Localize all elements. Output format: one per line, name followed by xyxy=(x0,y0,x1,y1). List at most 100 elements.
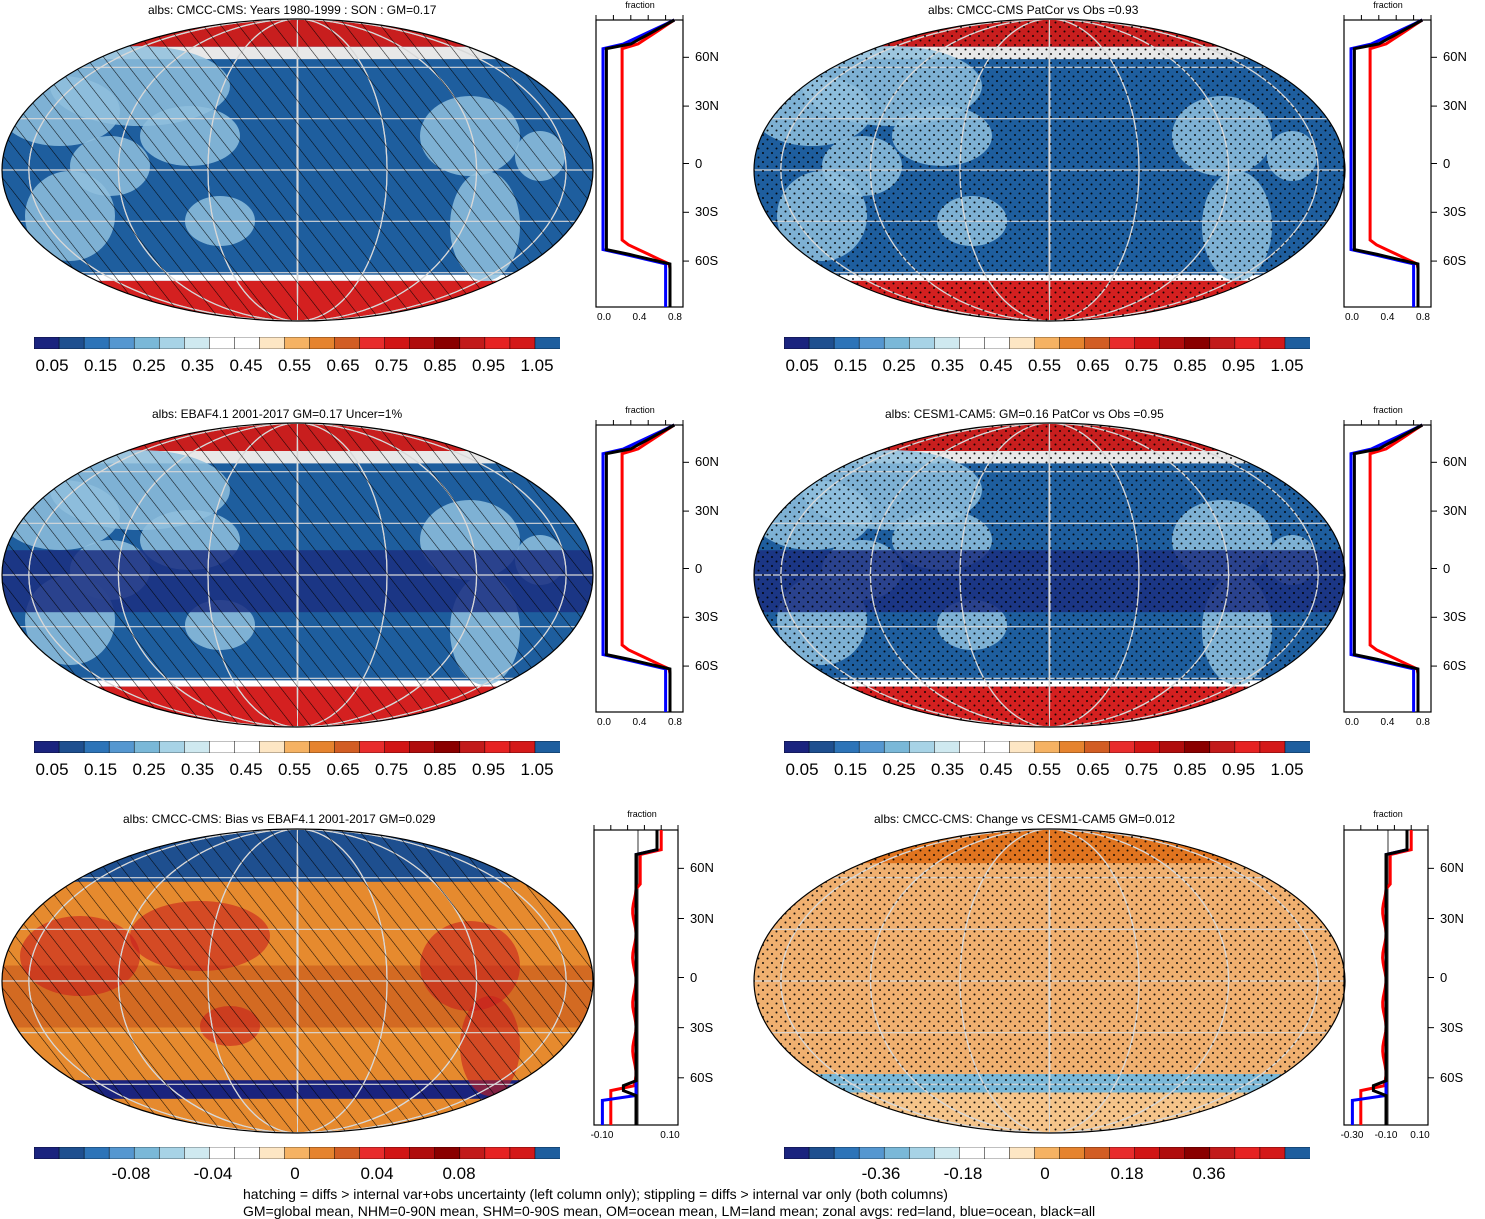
colorbar-swatch xyxy=(1184,337,1211,349)
colorbar-tick-label: -0.04 xyxy=(193,1164,233,1183)
colorbar-tick-label: 0.05 xyxy=(35,760,69,779)
colorbar-swatch xyxy=(459,741,486,753)
latitude-label: 30N xyxy=(695,503,719,519)
colorbar-swatch xyxy=(959,1147,985,1159)
colorbar-swatch xyxy=(833,741,860,753)
colorbar-swatch xyxy=(1059,741,1086,753)
zonal-x-tick-label: -0.10 xyxy=(590,1130,614,1141)
colorbar-tick-label: 0.55 xyxy=(1027,760,1062,779)
colorbar-tick-label: 0.85 xyxy=(1173,760,1207,779)
colorbar-swatch xyxy=(259,1147,286,1159)
zonal-x-tick-label: 0.0 xyxy=(1345,312,1359,323)
colorbar-swatch xyxy=(1059,1147,1086,1159)
zonal-x-tick-label: 0.0 xyxy=(597,717,611,728)
latitude-label: 30N xyxy=(690,910,714,926)
colorbar-swatch xyxy=(334,1147,361,1159)
colorbar-swatch xyxy=(534,1147,560,1159)
colorbar-tick-label: 0.75 xyxy=(374,356,409,375)
zonal-axis-title: fraction xyxy=(1373,809,1403,819)
colorbar-swatch xyxy=(184,1147,210,1159)
colorbar-swatch xyxy=(108,741,135,753)
colorbar-swatch xyxy=(858,1147,885,1159)
colorbar-swatch xyxy=(1234,741,1261,753)
colorbar-swatch xyxy=(184,741,210,753)
colorbar-swatch xyxy=(1084,1147,1111,1159)
colorbar-swatch xyxy=(1184,741,1211,753)
zonal-x-tick-label: 0.4 xyxy=(632,312,647,323)
colorbar-tick-label: 0.05 xyxy=(785,356,819,375)
colorbar-swatch xyxy=(1034,337,1061,349)
zonal-axis-title: fraction xyxy=(625,0,655,10)
latitude-label: 30S xyxy=(1443,609,1467,625)
latitude-label: 60S xyxy=(1443,658,1467,674)
colorbar-tick-label: -0.36 xyxy=(861,1164,901,1183)
colorbar-swatch xyxy=(1009,337,1036,349)
colorbar-tick-label: 0.45 xyxy=(229,356,263,375)
latitude-label: 60N xyxy=(1443,454,1467,470)
colorbar-swatch xyxy=(1009,1147,1036,1159)
colorbar-swatch xyxy=(784,741,810,753)
colorbar-tick-label: 1.05 xyxy=(520,760,554,779)
colorbar-swatch xyxy=(984,741,1010,753)
colorbar-swatch xyxy=(284,1147,311,1159)
zonal-x-tick-label: 0.10 xyxy=(1410,1130,1430,1141)
colorbar-swatch xyxy=(158,337,185,349)
colorbar-tick-label: 0.65 xyxy=(1076,356,1110,375)
latitude-label: 60N xyxy=(1440,860,1464,876)
colorbar xyxy=(784,337,1310,349)
latitude-label: 60S xyxy=(1440,1069,1464,1085)
colorbar-tick-label: 0.05 xyxy=(35,356,69,375)
colorbar-swatch xyxy=(858,741,885,753)
colorbar-tick-label: 0.45 xyxy=(979,760,1013,779)
colorbar-tick-label: 0.95 xyxy=(471,356,506,375)
footer-legend-line1: hatching = diffs > internal var+obs unce… xyxy=(243,1186,948,1202)
zonal-line-all xyxy=(1352,18,1424,307)
colorbar-tick-label: 0.55 xyxy=(277,356,312,375)
colorbar-swatch xyxy=(459,1147,486,1159)
zonal-line-land xyxy=(620,18,676,307)
colorbar-swatch xyxy=(83,337,110,349)
colorbar-tick-label: 0.35 xyxy=(930,760,965,779)
panel-title: albs: EBAF4.1 2001-2017 GM=0.17 Uncer=1% xyxy=(152,407,403,421)
colorbar-swatch xyxy=(234,741,260,753)
colorbar-swatch xyxy=(908,741,935,753)
zonal-x-tick-label: 0.8 xyxy=(668,312,682,323)
colorbar-tick-label: 0.65 xyxy=(326,760,360,779)
colorbar-swatch xyxy=(1159,741,1186,753)
colorbar-swatch xyxy=(409,1147,436,1159)
colorbar-swatch xyxy=(209,741,235,753)
latitude-label: 60N xyxy=(695,454,719,470)
colorbar-swatch xyxy=(58,337,85,349)
zonal-line-land xyxy=(1368,18,1424,307)
latitude-label: 60S xyxy=(1443,253,1467,269)
colorbar-swatch xyxy=(534,337,560,349)
colorbar-swatch xyxy=(1134,337,1161,349)
colorbar-swatch xyxy=(1209,741,1236,753)
colorbar-swatch xyxy=(209,337,235,349)
zonal-x-tick-label: -0.30 xyxy=(1340,1130,1364,1141)
colorbar-tick-label: 0.15 xyxy=(833,356,868,375)
zonal-plot xyxy=(595,15,689,308)
zonal-line-all xyxy=(1352,423,1424,712)
colorbar-swatch xyxy=(784,1147,810,1159)
latitude-label: 30S xyxy=(1443,204,1467,220)
colorbar-swatch xyxy=(1059,337,1086,349)
colorbar-tick-label: -0.08 xyxy=(111,1164,151,1183)
colorbar-tick-label: 0.35 xyxy=(930,356,965,375)
colorbar-swatch xyxy=(184,337,210,349)
panel-title: albs: CMCC-CMS: Change vs CESM1-CAM5 GM=… xyxy=(874,812,1176,826)
colorbar-swatch xyxy=(1159,337,1186,349)
colorbar-swatch xyxy=(133,1147,160,1159)
colorbar xyxy=(34,741,560,753)
colorbar-swatch xyxy=(359,1147,386,1159)
colorbar-swatch xyxy=(1234,1147,1261,1159)
colorbar-swatch xyxy=(1209,1147,1236,1159)
colorbar xyxy=(784,1147,1310,1159)
colorbar xyxy=(784,741,1310,753)
colorbar-swatch xyxy=(133,337,160,349)
colorbar-swatch xyxy=(509,337,536,349)
colorbar-swatch xyxy=(334,741,361,753)
colorbar-swatch xyxy=(359,337,386,349)
colorbar-tick-label: 1.05 xyxy=(1270,356,1304,375)
colorbar-swatch xyxy=(959,741,985,753)
